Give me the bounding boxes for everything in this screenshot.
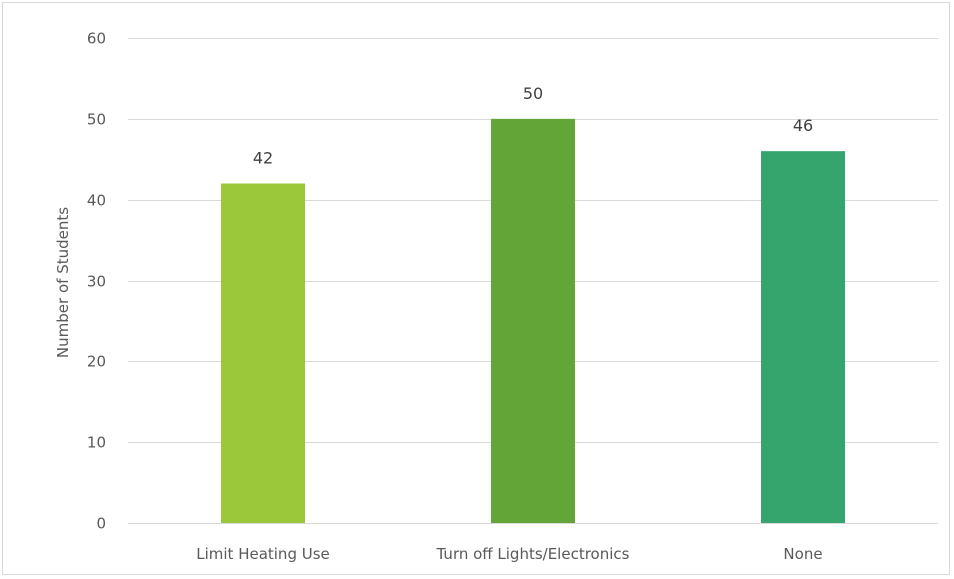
y-tick-label: 40: [87, 192, 106, 210]
y-tick-label: 30: [87, 273, 106, 291]
y-tick-label: 10: [87, 434, 106, 452]
data-labels: 42 50 46: [253, 84, 813, 168]
bars: [221, 118, 845, 523]
data-label-3: 46: [793, 116, 813, 135]
x-tick-label-2: Turn off Lights/Electronics: [436, 545, 630, 563]
y-axis-ticks: 0 10 20 30 40 50 60: [87, 30, 106, 533]
bar-3: [761, 151, 845, 523]
y-axis-title: Number of Students: [54, 207, 72, 358]
data-label-2: 50: [523, 84, 543, 103]
bar-1: [221, 183, 305, 523]
y-tick-label: 60: [87, 30, 106, 48]
x-tick-label-1: Limit Heating Use: [196, 545, 330, 563]
y-tick-label: 20: [87, 353, 106, 371]
data-label-1: 42: [253, 149, 273, 168]
y-tick-label: 50: [87, 111, 106, 129]
y-tick-label: 0: [96, 515, 106, 533]
x-axis-labels: Limit Heating Use Turn off Lights/Electro…: [196, 545, 822, 563]
x-tick-label-3: None: [783, 545, 822, 563]
bar-2: [491, 118, 575, 523]
